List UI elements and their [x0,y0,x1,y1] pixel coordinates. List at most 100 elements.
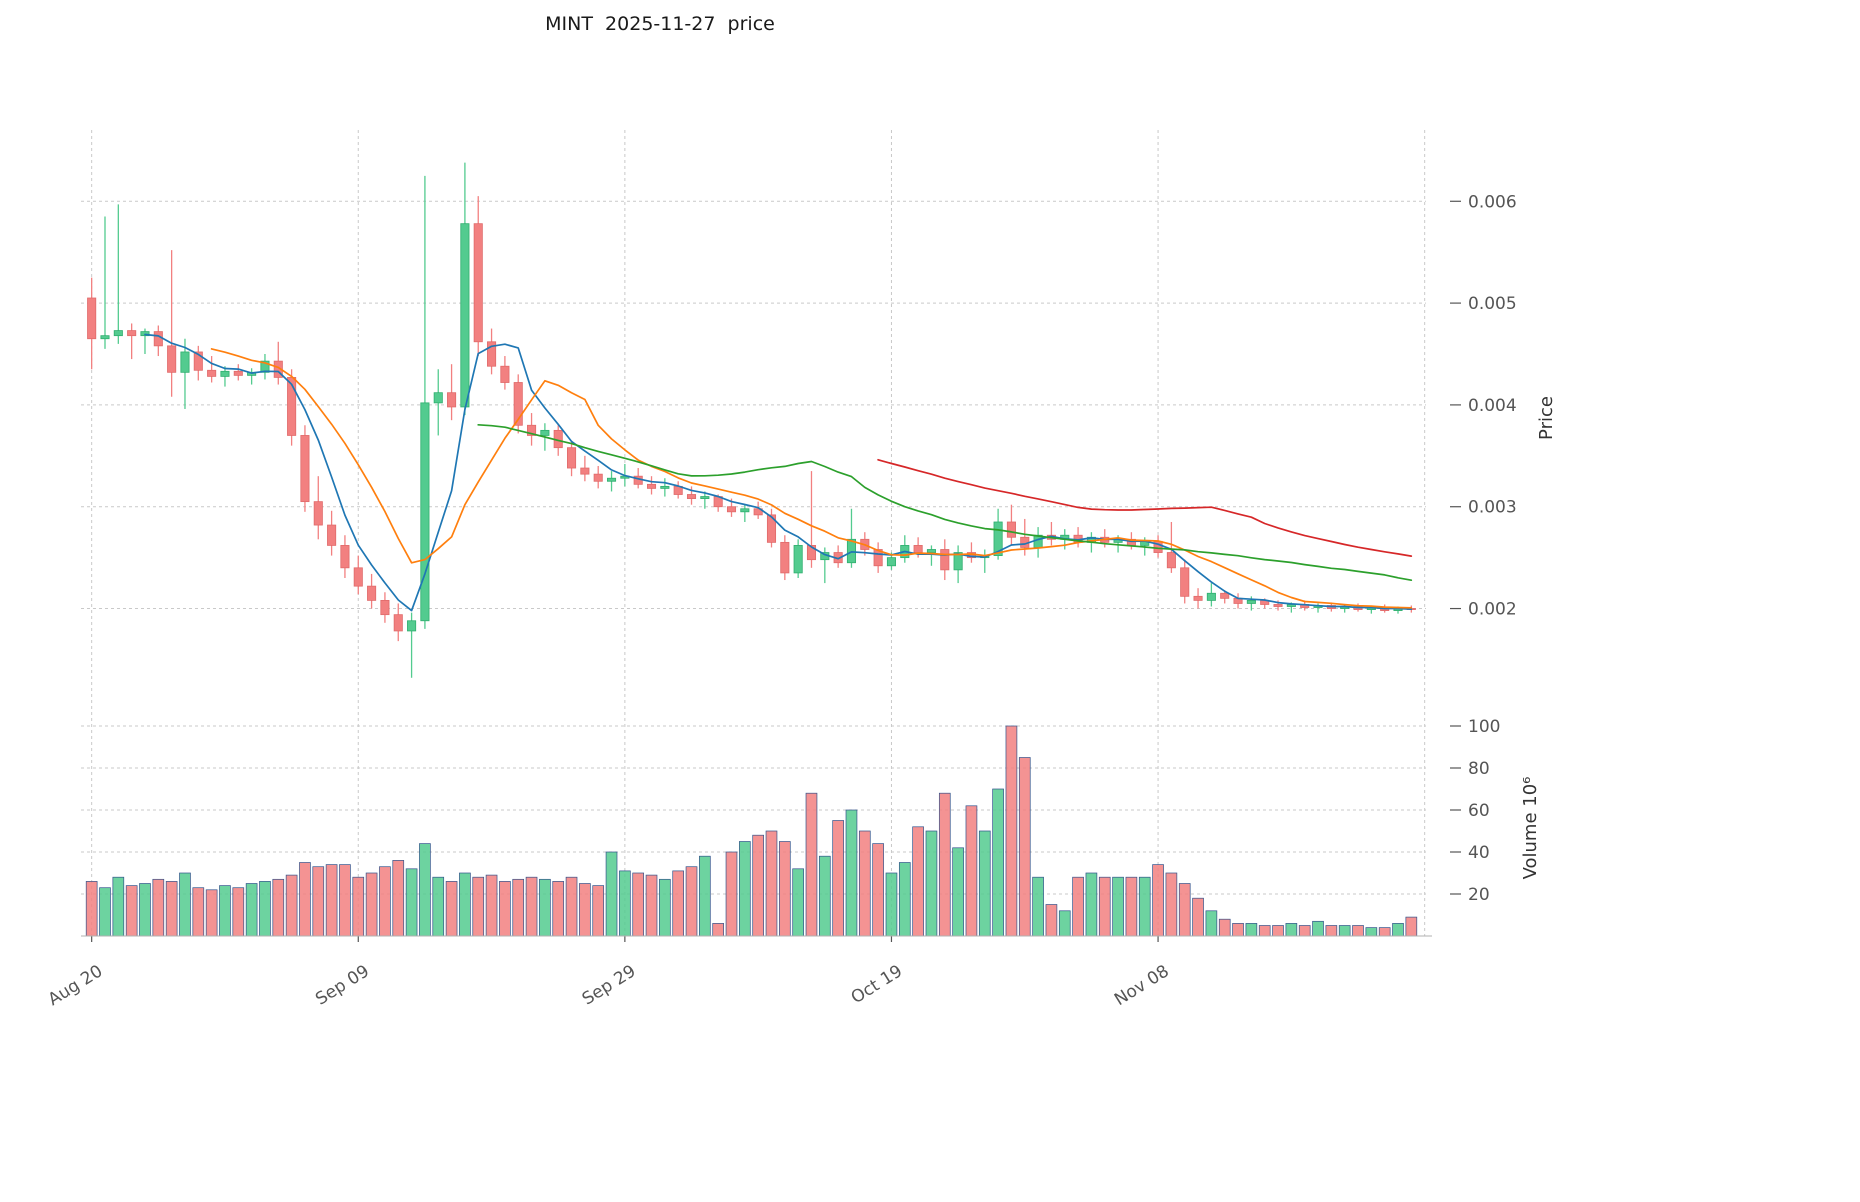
candle-body [1273,604,1283,607]
volume-bar [725,851,738,937]
candlesticks-layer [87,162,1416,678]
volume-bar [139,883,151,937]
volume-bars-layer [85,725,1418,937]
candle-body [500,365,510,383]
volume-bar [1298,925,1311,937]
candle-body [1006,521,1016,538]
volume-bar [832,820,844,937]
volume-bar [99,887,111,937]
candle-body [233,370,243,376]
date-tick-label: Sep 29 [579,961,640,1009]
candle-body [873,549,883,567]
volume-bar [672,870,685,937]
candle-body [993,521,1003,556]
volume-bar [765,830,778,937]
candle-body [686,494,697,499]
candle-body [766,514,777,543]
volume-bar [1085,872,1098,937]
volume-bar [872,843,884,937]
candle-body [167,345,177,373]
volume-bar [1032,876,1044,937]
volume-axis-label: Volume 10⁶ [1520,777,1541,880]
volume-bar [285,874,298,937]
volume-bar [245,883,258,937]
volume-bar [419,843,431,937]
ma-line-MA5 [144,333,1413,612]
candle-body [940,549,950,571]
volume-tick-label: 20 [1468,885,1490,905]
volume-bar [1165,872,1178,937]
volume-bar [1125,876,1138,937]
volume-bar [752,834,764,937]
volume-bar [712,923,724,937]
candle-body [100,335,110,340]
candle-body [153,331,163,347]
volume-bar [645,874,658,937]
candle-body [740,508,750,513]
volume-bar [632,872,645,937]
volume-bar [1258,925,1271,937]
volume-bar [152,878,165,937]
candle-body [313,501,323,526]
date-tick-label: Sep 09 [312,961,373,1009]
volume-bar [539,878,551,937]
volume-axis: 20 40 60 80 100 [1450,717,1500,905]
volume-bar [352,876,365,937]
candle-body [220,370,230,377]
volume-bar [1232,923,1244,937]
volume-bar [552,881,565,937]
volume-bar [952,847,964,937]
volume-bar [1312,920,1324,937]
volume-bar [392,860,405,937]
volume-bar [379,866,391,937]
candle-body [567,447,577,469]
candle-body [87,297,97,340]
candle-body [1246,600,1256,604]
candle-body [1166,552,1176,569]
candle-body [913,545,923,553]
volume-bar [485,874,498,937]
volume-bar [1392,923,1404,937]
volume-bar [472,876,485,937]
candle-body [420,402,430,622]
volume-bar [312,866,325,937]
candle-body [433,392,443,404]
volume-bar [112,876,125,937]
volume-bar [125,885,138,937]
candle-body [207,369,217,377]
candle-body [1193,595,1203,601]
candle-body [646,483,657,489]
volume-bar [592,885,605,937]
volume-tick-label: 100 [1468,717,1500,737]
candle-body [953,552,963,571]
volume-bar [259,881,271,937]
candle-body [300,435,310,503]
volume-bar [858,830,871,937]
date-tick-label: Aug 20 [45,961,107,1010]
candle-body [660,485,670,489]
candle-body [460,223,470,408]
candle-body [513,382,523,426]
volume-tick-label: 80 [1468,759,1490,779]
candle-body [193,351,203,371]
volume-bar [992,788,1004,937]
volume-bar [405,868,418,937]
volume-bar [1152,864,1164,937]
volume-bar [978,830,991,937]
volume-tick-label: 40 [1468,843,1490,863]
volume-bar [805,792,818,937]
ma-line-MA10 [210,348,1413,609]
volume-bar [1365,927,1378,937]
volume-bar [912,826,924,937]
volume-bar [272,878,285,937]
volume-bar [1218,918,1231,937]
candle-body [140,331,150,337]
volume-bar [965,805,978,937]
candle-body [353,567,363,587]
candle-body [367,585,377,601]
volume-bar [898,862,911,937]
chart-title: MINT 2025-11-27 price [545,13,775,35]
volume-tick-label: 60 [1468,801,1490,821]
volume-bar [1045,904,1058,937]
